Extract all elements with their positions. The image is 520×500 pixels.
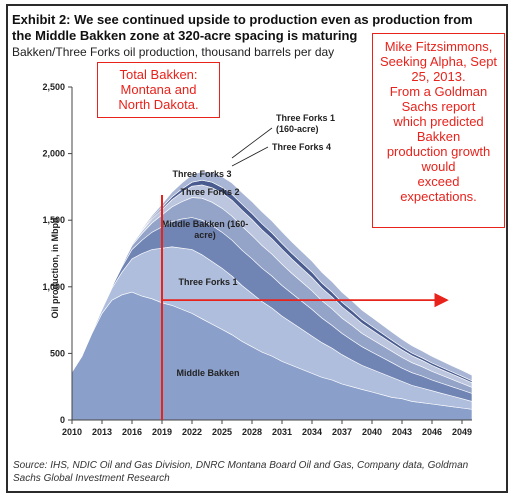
- series-label: Middle Bakken: [176, 368, 239, 378]
- annotation-line: Sachs report: [401, 99, 476, 114]
- area-three-forks-1-160-acre: [71, 171, 473, 382]
- y-tick-label: 2,000: [42, 149, 65, 159]
- annotation-line: Mike Fitzsimmons,: [384, 39, 493, 54]
- chart-subtitle: Bakken/Three Forks oil production, thous…: [12, 45, 335, 59]
- annotation-marks: [161, 195, 449, 420]
- x-tick-label: 2025: [212, 427, 232, 437]
- x-tick-label: 2019: [152, 427, 172, 437]
- annotation-line: production growth: [386, 144, 491, 159]
- x-tick-label: 2049: [452, 427, 472, 437]
- x-tick-label: 2010: [62, 427, 82, 437]
- y-tick-label: 0: [60, 415, 65, 425]
- x-tick-label: 2037: [332, 427, 352, 437]
- series-label: Three Forks 3: [172, 169, 231, 179]
- chart-ticks: 2010 2013 2016 2019 2022 2025 2028 2031 2034 2037…: [42, 82, 472, 437]
- chart-title: Exhibit 2: We see continued upside to pr…: [12, 12, 473, 43]
- source-note: Source: IHS, NDIC Oil and Gas Division, …: [13, 460, 469, 484]
- stacked-areas: [71, 171, 473, 421]
- annotation-citation: Mike Fitzsimmons, Seeking Alpha, Sept 25…: [372, 33, 505, 228]
- y-tick-label: 500: [50, 348, 65, 358]
- y-tick-label: 2,500: [42, 82, 65, 92]
- series-label: Three Forks 4: [272, 142, 331, 152]
- x-tick-label: 2013: [92, 427, 112, 437]
- y-tick-label: 1,000: [42, 282, 65, 292]
- x-tick-label: 2043: [392, 427, 412, 437]
- series-labels: Middle Bakken Three Forks 1 Middle Bakken …: [162, 113, 335, 378]
- series-label: Three Forks 1: [276, 113, 335, 123]
- annotation-total-bakken: Total Bakken: Montana and North Dakota.: [97, 62, 220, 118]
- x-tick-label: 2016: [122, 427, 142, 437]
- x-tick-label: 2028: [242, 427, 262, 437]
- series-label: acre): [194, 230, 216, 240]
- annotation-line: North Dakota.: [118, 97, 199, 112]
- x-tick-label: 2034: [302, 427, 322, 437]
- x-tick-label: 2040: [362, 427, 382, 437]
- chart-axes: [71, 87, 472, 421]
- y-axis-label: Oil production, in Mbpd: [50, 218, 60, 319]
- annotation-line: Bakken: [416, 129, 461, 144]
- annotation-line: expectations.: [400, 189, 477, 204]
- x-tick-label: 2022: [182, 427, 202, 437]
- annotation-line: 25, 2013.: [411, 69, 466, 84]
- series-label: Three Forks 2: [180, 187, 239, 197]
- series-label: Middle Bakken (160-: [162, 219, 249, 229]
- x-tick-label: 2046: [422, 427, 442, 437]
- leader-line: [231, 146, 269, 167]
- leader-line: [231, 127, 273, 159]
- annotation-line: exceed: [417, 174, 460, 189]
- annotation-line: would: [421, 159, 456, 174]
- annotation-line: Montana and: [120, 82, 197, 97]
- series-label: (160-acre): [276, 124, 319, 134]
- annotation-line: Seeking Alpha, Sept: [379, 54, 498, 69]
- series-label: Three Forks 1: [178, 277, 237, 287]
- annotation-line: From a Goldman: [389, 84, 488, 99]
- annotation-line: which predicted: [393, 114, 484, 129]
- annotation-line: Total Bakken:: [119, 67, 198, 82]
- y-tick-label: 1,500: [42, 215, 65, 225]
- x-tick-label: 2031: [272, 427, 292, 437]
